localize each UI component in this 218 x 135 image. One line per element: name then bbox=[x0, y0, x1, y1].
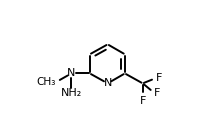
Text: F: F bbox=[140, 96, 146, 106]
Text: F: F bbox=[154, 88, 160, 98]
Text: N: N bbox=[104, 78, 112, 88]
Text: NH₂: NH₂ bbox=[61, 88, 82, 98]
Text: N: N bbox=[67, 68, 75, 78]
Text: CH₃: CH₃ bbox=[37, 77, 56, 87]
Text: F: F bbox=[156, 73, 162, 83]
